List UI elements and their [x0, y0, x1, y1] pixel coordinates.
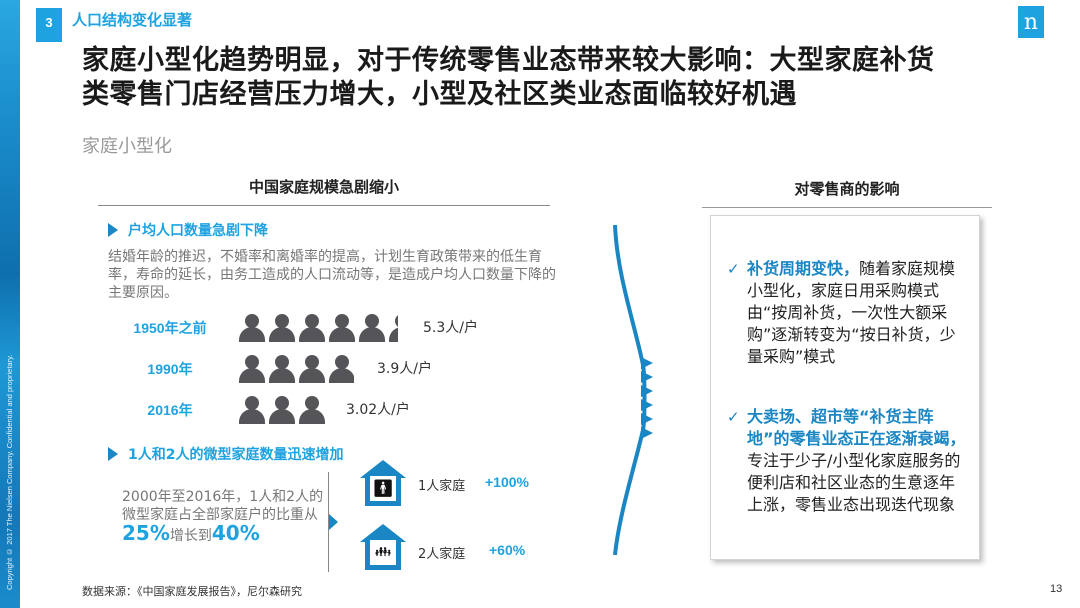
person-icon [238, 355, 266, 383]
triangle-bullet-icon [108, 447, 118, 461]
impact-text: 随着家庭规模小型化，家庭日用采购模式由“按周补货，一次性大额采购”逐渐转变为“按… [747, 259, 956, 366]
population-year: 1950年之前 [133, 320, 207, 336]
family-label: 2人家庭 [418, 547, 466, 562]
right-column-header: 对零售商的影响 [702, 178, 992, 208]
person-icons [238, 314, 398, 342]
person-icons [238, 355, 354, 383]
person-icon [388, 314, 398, 342]
page-title: 家庭小型化趋势明显，对于传统零售业态带来较大影响：大型家庭补货 类零售门店经营压… [82, 44, 1042, 112]
population-row-1950: 1950年之前 5.3人/户 [110, 314, 530, 342]
point1-heading: 户均人口数量急剧下降 [108, 220, 268, 240]
person-icon [298, 314, 326, 342]
brace-connector-icon [613, 225, 653, 555]
check-icon: ✓ [727, 408, 740, 426]
page-subtitle: 家庭小型化 [82, 136, 172, 157]
impact-item-2: ✓ 大卖场、超市等“补货主阵地”的零售业态正在逐渐衰竭，专注于少子/小型化家庭服… [725, 406, 970, 516]
point1-title: 户均人口数量急剧下降 [128, 223, 268, 239]
person-icons [238, 396, 328, 424]
nielsen-logo-icon: n [1018, 6, 1044, 38]
point2-heading: 1人和2人的微型家庭数量迅速增加 [108, 444, 343, 464]
impact-text: 专注于少子/小型化家庭服务的便利店和社区业态的生意逐年上涨，零售业态出现迭代现象 [747, 451, 961, 514]
side-decoration-strip: Copyright © 2017 The Nielsen Company. Co… [0, 0, 20, 608]
section-title: 人口结构变化显著 [72, 11, 193, 29]
person-icon [328, 355, 354, 383]
point2-description: 2000年至2016年，1人和2人的微型家庭占全部家庭户的比重从25%增长到40… [122, 488, 332, 545]
person-icon [298, 396, 326, 424]
person-icon [238, 314, 266, 342]
person-icon [268, 396, 296, 424]
impact-highlight: 补货周期变快， [747, 259, 860, 278]
single-person-house-icon: 🚹︎ [360, 460, 406, 506]
point2-text-mid: 增长到 [169, 528, 212, 544]
population-row-2016: 2016年 3.02人/户 [110, 396, 530, 424]
point1-description: 结婚年龄的推迟，不婚率和离婚率的提高，计划生育政策带来的低生育率，寿命的延长，由… [108, 249, 556, 301]
population-value: 3.02人/户 [346, 402, 410, 418]
section-number-badge: 3 [36, 8, 62, 42]
person-icon [328, 314, 356, 342]
person-icon [238, 396, 266, 424]
population-row-1990: 1990年 3.9人/户 [110, 355, 530, 383]
copyright-text: Copyright © 2017 The Nielsen Company. Co… [5, 354, 14, 590]
point2-text: 2000年至2016年，1人和2人的微型家庭占全部家庭户的比重从 [122, 489, 324, 523]
population-year: 2016年 [147, 402, 193, 418]
person-icon [298, 355, 326, 383]
left-column-header: 中国家庭规模急剧缩小 [98, 176, 550, 206]
family-label: 1人家庭 [418, 479, 466, 494]
triangle-bullet-icon [108, 223, 118, 237]
population-value: 5.3人/户 [423, 320, 478, 336]
point2-title: 1人和2人的微型家庭数量迅速增加 [128, 447, 344, 463]
population-value: 3.9人/户 [377, 361, 432, 377]
family-change: +60% [489, 542, 526, 558]
pointer-arrow-icon [329, 514, 338, 530]
person-icon [268, 355, 296, 383]
impact-highlight: 大卖场、超市等“补货主阵地”的零售业态正在逐渐衰竭， [747, 407, 966, 448]
data-source: 数据来源：《中国家庭发展报告》，尼尔森研究 [82, 585, 302, 598]
family-change: +100% [485, 474, 529, 490]
person-icon [268, 314, 296, 342]
impact-item-1: ✓ 补货周期变快，随着家庭规模小型化，家庭日用采购模式由“按周补货，一次性大额采… [725, 258, 970, 368]
pct-from: 25% [122, 521, 170, 545]
page-number: 13 [1050, 583, 1063, 595]
divider-line [328, 472, 329, 572]
pct-to: 40% [211, 521, 260, 545]
page-title-line-2: 类零售门店经营压力增大，小型及社区类业态面临较好机遇 [82, 79, 797, 110]
population-year: 1990年 [147, 361, 193, 377]
person-icon [358, 314, 386, 342]
check-icon: ✓ [727, 260, 740, 278]
page-title-line-1: 家庭小型化趋势明显，对于传统零售业态带来较大影响：大型家庭补货 [82, 45, 935, 76]
impact-box: ✓ 补货周期变快，随着家庭规模小型化，家庭日用采购模式由“按周补货，一次性大额采… [710, 215, 980, 560]
two-person-house-icon: 👪︎ [360, 524, 406, 570]
